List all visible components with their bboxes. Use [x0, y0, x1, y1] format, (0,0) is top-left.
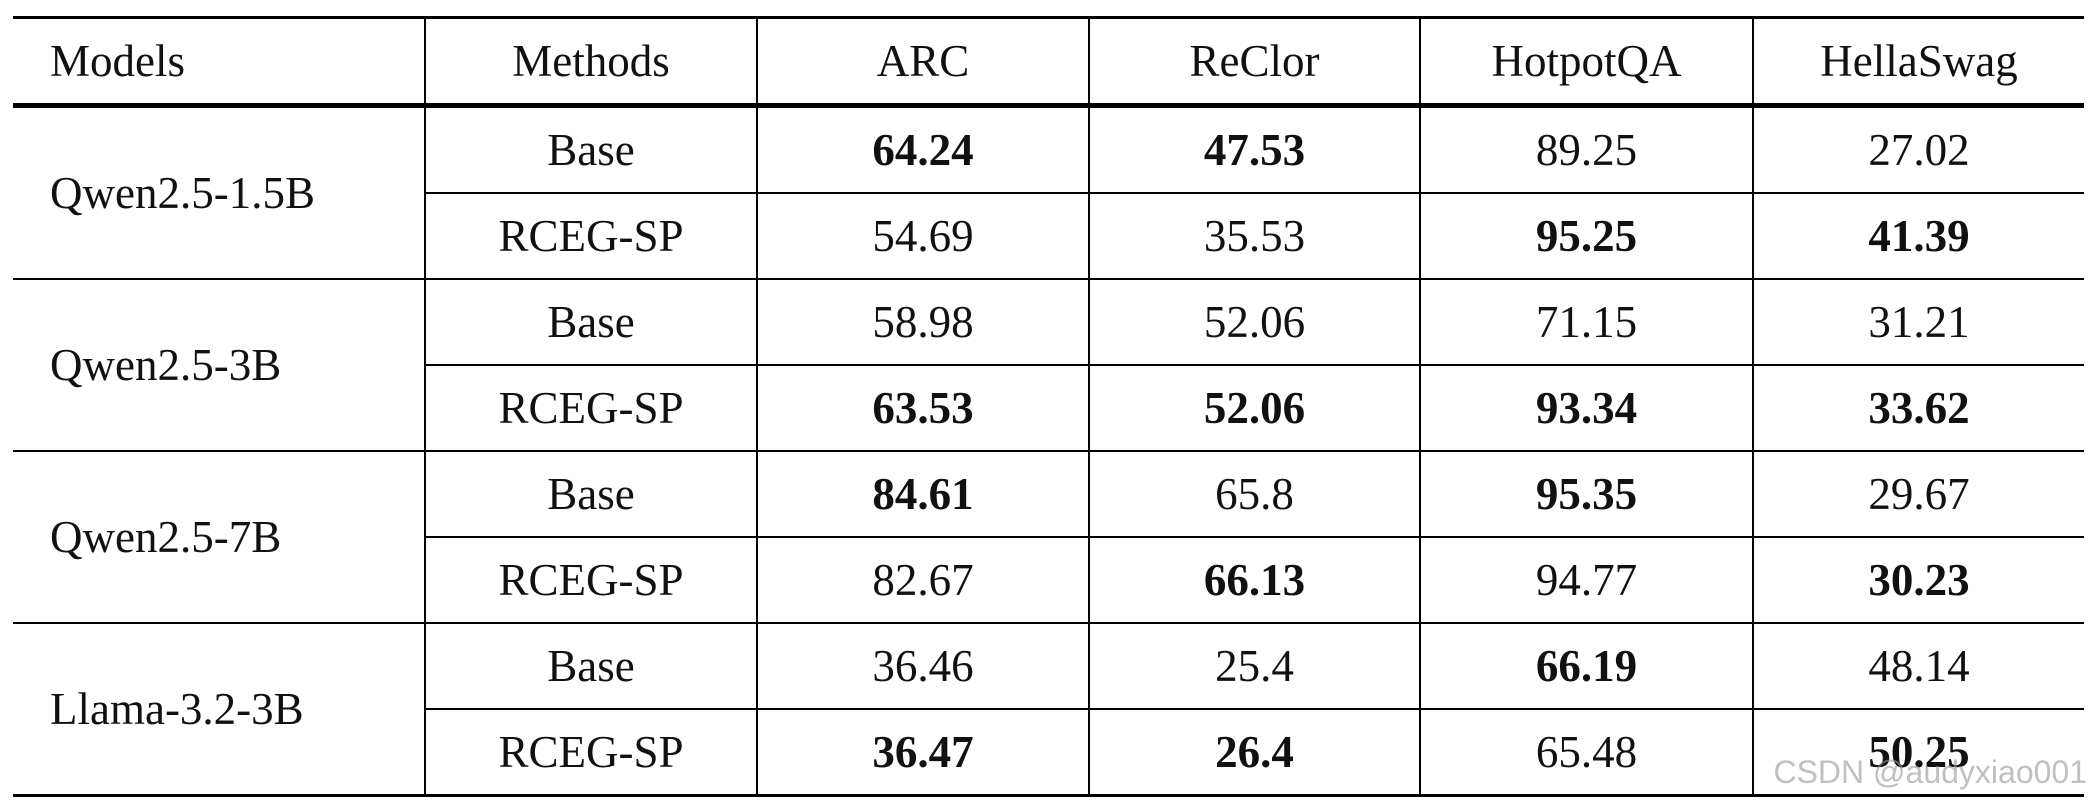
model-cell: Qwen2.5-3B [13, 278, 425, 451]
value-cell: 63.53 [756, 364, 1089, 451]
value-cell: 58.98 [756, 278, 1089, 365]
value-cell: 65.48 [1419, 708, 1753, 796]
column-header: HellaSwag [1752, 17, 2084, 108]
value-cell: 31.21 [1752, 278, 2084, 365]
value-cell: 48.14 [1752, 622, 2084, 709]
value-cell: 30.23 [1752, 536, 2084, 623]
column-header: Methods [424, 17, 757, 108]
table-row: Qwen2.5-7B Base 84.61 65.8 95.35 29.67 [13, 450, 2084, 623]
value-cell: 54.69 [756, 192, 1089, 279]
table-row: RCEG-SP 36.47 26.4 65.48 50.25 [13, 708, 2084, 796]
value-cell: 65.8 [1088, 450, 1420, 537]
method-cell: Base [424, 104, 757, 193]
table-row: Llama-3.2-3B Base 36.46 25.4 66.19 48.14 [13, 622, 2084, 796]
value-cell: 27.02 [1752, 104, 2084, 193]
value-cell: 29.67 [1752, 450, 2084, 537]
model-cell: Llama-3.2-3B [13, 622, 425, 796]
method-cell: Base [424, 450, 757, 537]
value-cell: 25.4 [1088, 622, 1420, 709]
value-cell: 95.35 [1419, 450, 1753, 537]
model-cell: Qwen2.5-1.5B [13, 104, 425, 279]
method-cell: RCEG-SP [424, 536, 757, 623]
value-cell: 89.25 [1419, 104, 1753, 193]
value-cell: 33.62 [1752, 364, 2084, 451]
value-cell: 64.24 [756, 104, 1089, 193]
value-cell: 36.46 [756, 622, 1089, 709]
value-cell: 35.53 [1088, 192, 1420, 279]
method-cell: RCEG-SP [424, 364, 757, 451]
model-cell: Qwen2.5-7B [13, 450, 425, 623]
value-cell: 52.06 [1088, 278, 1420, 365]
value-cell: 95.25 [1419, 192, 1753, 279]
method-cell: Base [424, 622, 757, 709]
results-table: Models Methods ARC ReClor HotpotQA HellaSwag … [13, 16, 2084, 797]
value-cell: 71.15 [1419, 278, 1753, 365]
column-header: ReClor [1088, 17, 1420, 108]
value-cell: 26.4 [1088, 708, 1420, 796]
method-cell: Base [424, 278, 757, 365]
method-cell: RCEG-SP [424, 192, 757, 279]
watermark: CSDN @audyxiao001 [1773, 754, 2087, 790]
value-cell: 66.13 [1088, 536, 1420, 623]
column-header: Models [13, 17, 425, 108]
column-header: ARC [756, 17, 1089, 108]
value-cell: 36.47 [756, 708, 1089, 796]
value-cell: 50.25 [1752, 708, 2084, 796]
value-cell: 93.34 [1419, 364, 1753, 451]
value-cell: 52.06 [1088, 364, 1420, 451]
method-cell: RCEG-SP [424, 708, 757, 796]
value-cell: 66.19 [1419, 622, 1753, 709]
table-row: RCEG-SP 54.69 35.53 95.25 41.39 [13, 192, 2084, 279]
value-cell: 94.77 [1419, 536, 1753, 623]
table-row: Qwen2.5-1.5B Base 64.24 47.53 89.25 27.02 [13, 104, 2084, 279]
table-row: Qwen2.5-3B Base 58.98 52.06 71.15 31.21 [13, 278, 2084, 451]
column-header: HotpotQA [1419, 17, 1753, 108]
table-row: RCEG-SP 82.67 66.13 94.77 30.23 [13, 536, 2084, 623]
value-cell: 41.39 [1752, 192, 2084, 279]
header-row: Models Methods ARC ReClor HotpotQA HellaSwag [13, 17, 2084, 108]
value-cell: 84.61 [756, 450, 1089, 537]
table-row: RCEG-SP 63.53 52.06 93.34 33.62 [13, 364, 2084, 451]
value-cell: 82.67 [756, 536, 1089, 623]
value-cell: 47.53 [1088, 104, 1420, 193]
table-body: Qwen2.5-1.5B Base 64.24 47.53 89.25 27.02 RCEG… [13, 104, 2084, 796]
